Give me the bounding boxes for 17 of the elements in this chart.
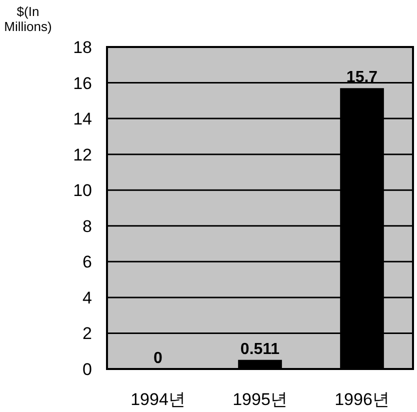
y-tick-label: 6 — [82, 252, 92, 272]
x-tick-label: 1994년 — [130, 390, 186, 409]
y-tick-label: 16 — [73, 74, 92, 93]
y-tick-label: 4 — [82, 288, 92, 308]
x-tick-label: 1995년 — [232, 390, 288, 409]
y-tick-label: 8 — [82, 216, 92, 236]
data-label: 0.511 — [240, 340, 280, 358]
x-tick-label: 1996년 — [334, 390, 390, 409]
y-tick-label: 0 — [82, 360, 92, 379]
y-axis-title: $(In Millions) — [4, 4, 52, 34]
y-tick-label: 2 — [82, 324, 92, 344]
y-tick-label: 14 — [73, 110, 92, 129]
y-tick-label: 10 — [73, 181, 92, 200]
y-tick-label: 12 — [73, 145, 92, 164]
data-label: 15.7 — [346, 69, 378, 86]
y-tick-label: 18 — [73, 38, 92, 57]
data-label: 0 — [154, 350, 163, 367]
